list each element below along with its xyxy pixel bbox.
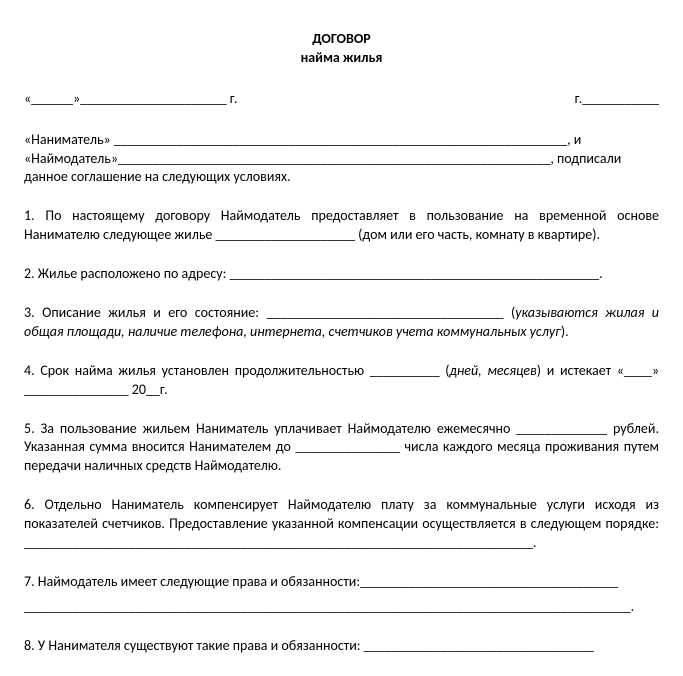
party-agreement: данное соглашение на следующих условиях. xyxy=(24,168,659,187)
clause-7-line1: 7. Наймодатель имеет следующие права и о… xyxy=(24,573,659,592)
clause-3-close: ). xyxy=(561,323,569,340)
doc-subtitle: найма жилья xyxy=(24,49,659,68)
clause-3: 3. Описание жилья и его состояние: _____… xyxy=(24,304,659,342)
clause-2: 2. Жилье расположено по адресу: ________… xyxy=(24,265,659,284)
clause-4: 4. Срок найма жилья установлен продолжит… xyxy=(24,362,659,400)
clause-6: 6. Отдельно Наниматель компенсирует Найм… xyxy=(24,496,659,553)
parties-block: «Наниматель» ___________________________… xyxy=(24,131,659,188)
clause-5: 5. За пользование жильем Наниматель упла… xyxy=(24,420,659,477)
date-right: г.___________ xyxy=(575,90,659,109)
party-tenant: «Наниматель» ___________________________… xyxy=(24,131,659,150)
clause-7-line2: ________________________________________… xyxy=(24,598,659,617)
clause-4-italic: дней, месяцев xyxy=(450,362,537,379)
clause-8: 8. У Нанимателя существуют такие права и… xyxy=(24,637,659,656)
clause-1: 1. По настоящему договору Наймодатель пр… xyxy=(24,207,659,245)
doc-title: ДОГОВОР xyxy=(24,30,659,49)
clause-3-text: 3. Описание жилья и его состояние: _____… xyxy=(24,304,515,321)
date-left: «______»_____________________ г. xyxy=(24,90,238,109)
party-landlord: «Наймодатель»___________________________… xyxy=(24,150,659,169)
date-row: «______»_____________________ г. г._____… xyxy=(24,90,659,109)
clause-4-part1: 4. Срок найма жилья установлен продолжит… xyxy=(24,362,450,379)
